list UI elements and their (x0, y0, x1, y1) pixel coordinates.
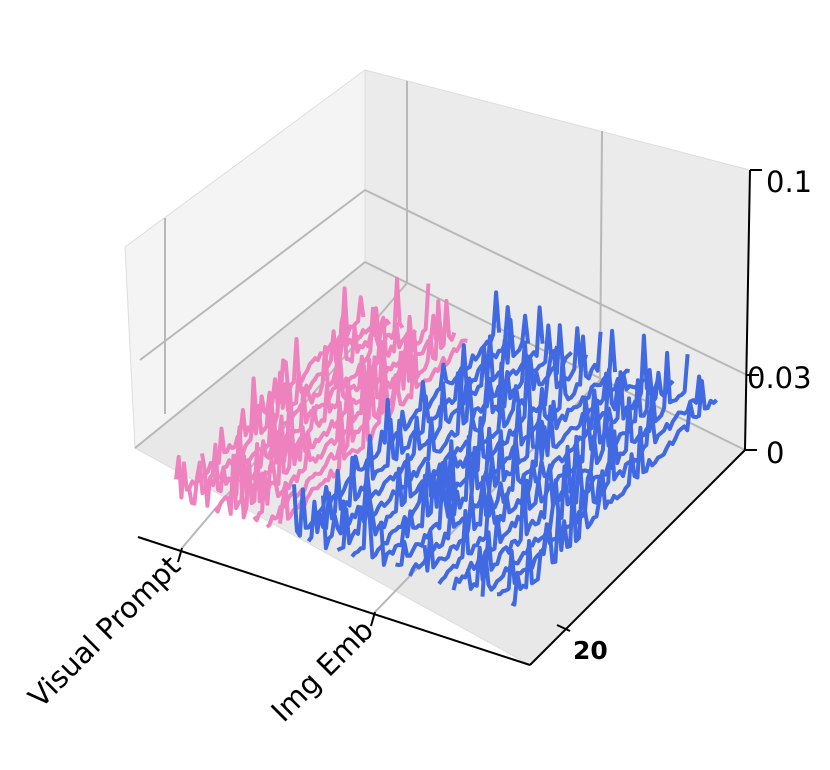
x-tick-mark (177, 547, 183, 563)
series-line-visual-prompt (187, 308, 378, 506)
x-axis-line (137, 536, 531, 666)
x-tick-mark (370, 611, 376, 627)
y-tick-label: 20 (573, 636, 608, 665)
grid-line (139, 189, 366, 361)
series-layer (174, 276, 718, 607)
series-line-img-emb (379, 326, 589, 567)
grid-line (364, 189, 748, 376)
series-line-img-emb (437, 367, 646, 585)
x-tick-label: Img Emb (264, 613, 380, 729)
series-line-img-emb (510, 379, 718, 607)
grid-line (134, 261, 366, 449)
z-tick-label: 0 (766, 436, 784, 470)
z-tick-label: 0.1 (766, 165, 812, 199)
z-axis-line (744, 169, 751, 451)
x-tick-label: Visual Prompt (22, 549, 187, 714)
series-line-visual-prompt (278, 338, 468, 524)
series-line-visual-prompt (239, 283, 431, 520)
series-line-visual-prompt (265, 298, 457, 529)
series-line-img-emb (350, 323, 560, 558)
series-line-img-emb (321, 313, 531, 551)
z-tick-label: 0.03 (747, 361, 812, 395)
y-tick-mark (556, 624, 571, 632)
